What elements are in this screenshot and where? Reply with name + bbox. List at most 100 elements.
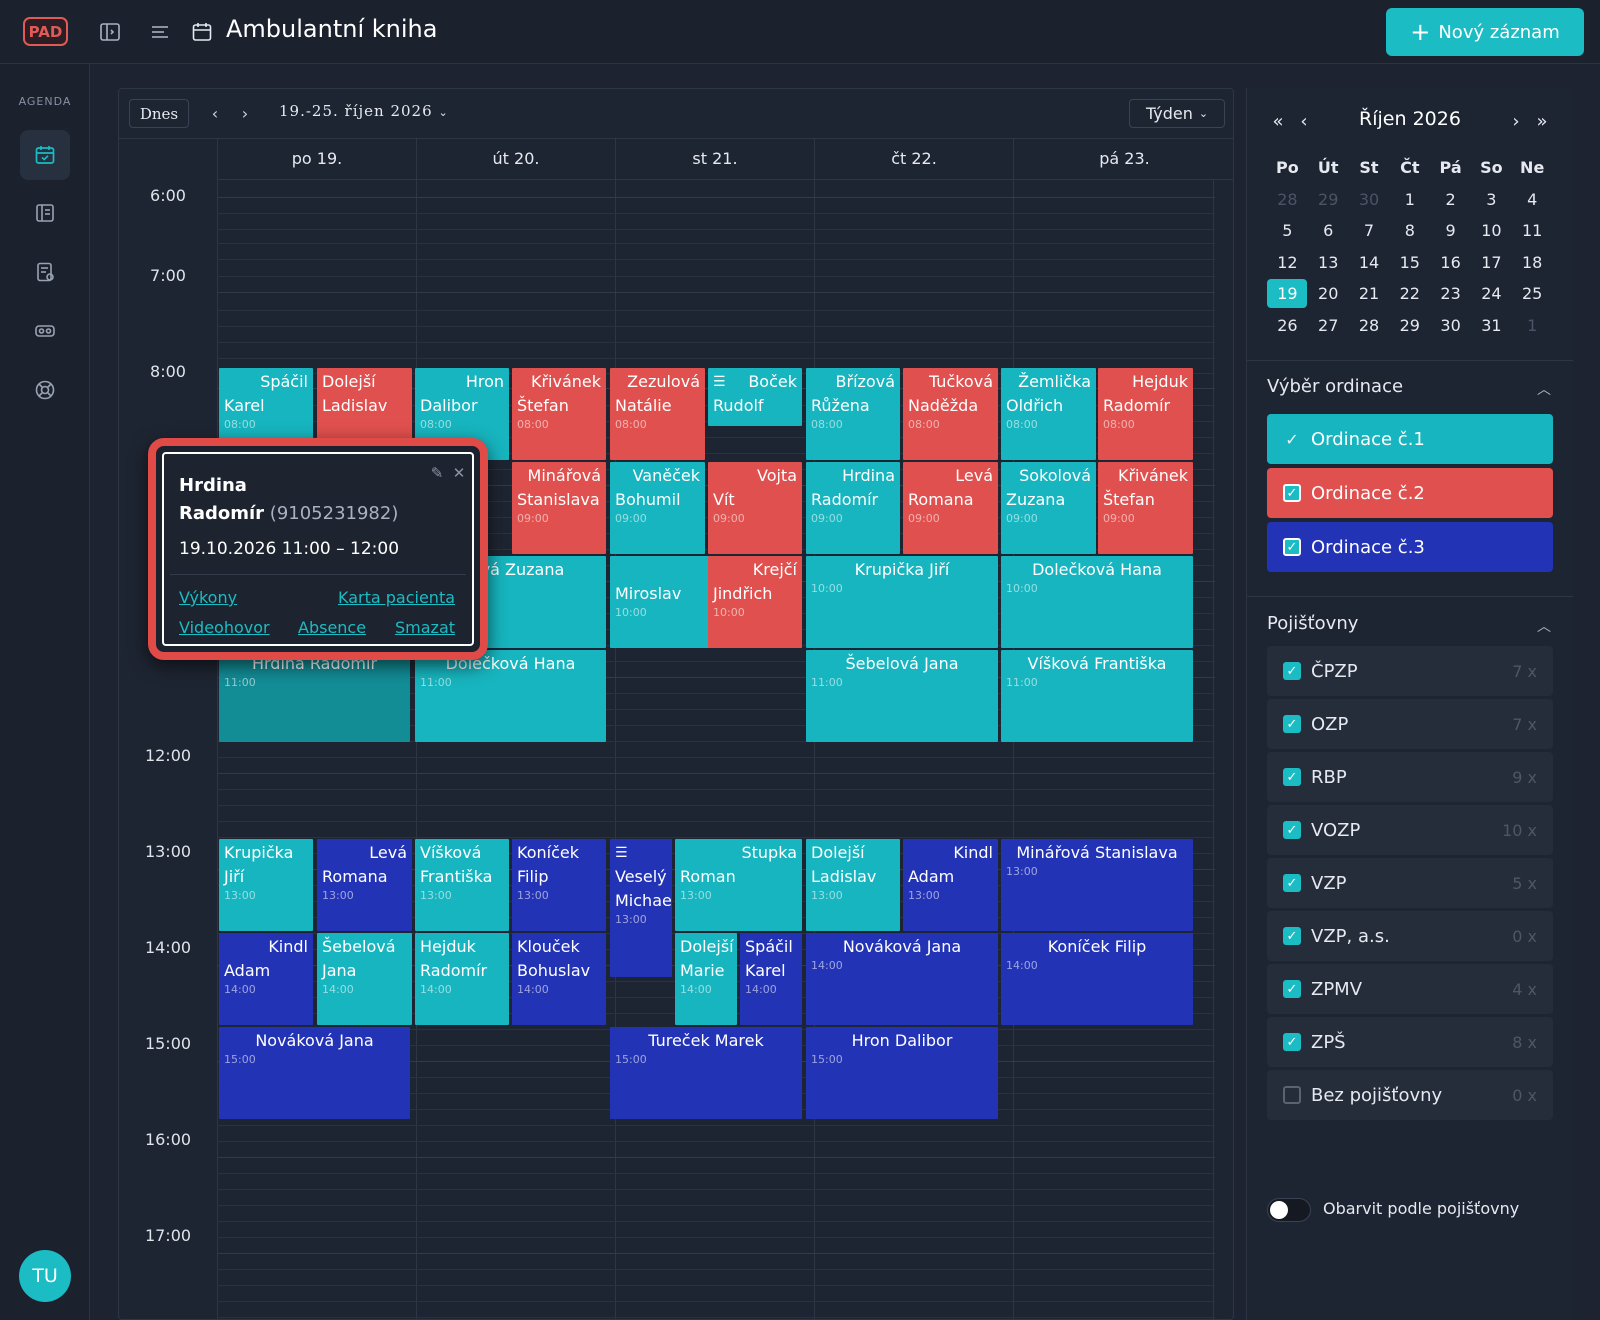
mini-calendar-day[interactable]: 10 (1471, 215, 1512, 247)
view-select[interactable]: Týden ⌄ (1129, 99, 1225, 128)
appointment-block[interactable]: Křivánek Štefan 08:00 (512, 368, 606, 460)
ordinace-2-toggle[interactable]: ✓ Ordinace č.2 (1267, 468, 1553, 518)
mini-calendar-day[interactable]: 4 (1512, 184, 1553, 216)
mini-calendar-day[interactable]: 28 (1267, 184, 1308, 216)
chevron-up-icon[interactable]: ︿ (1537, 619, 1551, 635)
appointment-block[interactable]: Hrdina Radomír 09:00 (806, 462, 900, 554)
appointment-block[interactable]: Kindl Adam 13:00 (903, 839, 998, 931)
color-by-insurance-toggle[interactable] (1267, 1198, 1311, 1222)
mini-calendar-day[interactable]: 1 (1512, 310, 1553, 342)
insurance-filter-item[interactable]: ✓ VZP 5 x (1267, 858, 1553, 908)
mini-calendar-day[interactable]: 31 (1471, 310, 1512, 342)
appointment-block[interactable]: Hrdina Radomír 11:00 (219, 650, 410, 742)
rail-help-icon[interactable] (20, 365, 70, 415)
appointment-block[interactable]: Klouček Bohuslav 14:00 (512, 933, 606, 1025)
mini-calendar-day[interactable]: 7 (1349, 215, 1390, 247)
mini-calendar-day[interactable]: 14 (1349, 247, 1390, 279)
mini-calendar-day[interactable]: 12 (1267, 247, 1308, 279)
new-record-button[interactable]: + Nový záznam (1386, 8, 1584, 56)
chevron-right-icon[interactable]: › (1512, 110, 1520, 132)
insurance-filter-item[interactable]: ✓ ZPŠ 8 x (1267, 1017, 1553, 1067)
checkbox-checked-icon[interactable]: ✓ (1283, 821, 1301, 839)
double-chevron-left-icon[interactable]: « (1272, 110, 1284, 132)
rail-book-icon[interactable] (20, 188, 70, 238)
checkbox-checked-icon[interactable]: ✓ (1283, 927, 1301, 945)
mini-calendar-day[interactable]: 2 (1430, 184, 1471, 216)
insurance-filter-item[interactable]: ✓ OZP 7 x (1267, 699, 1553, 749)
appointment-block[interactable]: Křivánek Štefan 09:00 (1098, 462, 1193, 554)
chevron-left-icon[interactable]: ‹ (211, 103, 219, 123)
appointment-block[interactable]: Tučková Naděžda 08:00 (903, 368, 998, 460)
edit-pencil-icon[interactable]: ✎ (430, 464, 444, 482)
appointment-block[interactable]: Kindl Adam 14:00 (219, 933, 313, 1025)
appointment-block[interactable]: Zezulová Natálie 08:00 (610, 368, 705, 460)
appointment-block[interactable]: Krupička Jiří 10:00 (806, 556, 998, 648)
appointment-block[interactable]: Šebelová Jana 11:00 (806, 650, 998, 742)
sidebar-toggle-icon[interactable] (98, 20, 122, 44)
appointment-block[interactable]: Vojta Vít 09:00 (708, 462, 802, 554)
mini-calendar-day[interactable]: 22 (1389, 278, 1430, 310)
mini-calendar-day[interactable]: 25 (1512, 278, 1553, 310)
ordinace-3-toggle[interactable]: ✓ Ordinace č.3 (1267, 522, 1553, 572)
mini-calendar-day[interactable]: 19 (1267, 278, 1308, 310)
insurance-filter-item[interactable]: ✓ ČPZP 7 x (1267, 646, 1553, 696)
appointment-block[interactable]: Břízová Růžena 08:00 (806, 368, 900, 460)
checkbox-checked-icon[interactable]: ✓ (1283, 768, 1301, 786)
link-vykony[interactable]: Výkony (179, 588, 238, 607)
mini-calendar-day[interactable]: 30 (1349, 184, 1390, 216)
double-chevron-right-icon[interactable]: » (1536, 110, 1548, 132)
appointment-block[interactable]: Koníček Filip 13:00 (512, 839, 606, 931)
time-grid[interactable]: 6:00 7:00 8:00 12:00 13:00 14:00 15:00 1… (119, 180, 1233, 1319)
mini-calendar-day[interactable]: 21 (1349, 278, 1390, 310)
mini-calendar-day[interactable]: 11 (1512, 215, 1553, 247)
appointment-block[interactable]: Sokolová Zuzana 09:00 (1001, 462, 1096, 554)
ordinace-1-toggle[interactable]: ✓ Ordinace č.1 (1267, 414, 1553, 464)
mini-calendar-day[interactable]: 29 (1308, 184, 1349, 216)
close-icon[interactable]: ✕ (452, 464, 466, 482)
mini-calendar-day[interactable]: 8 (1389, 215, 1430, 247)
mini-calendar-day[interactable]: 1 (1389, 184, 1430, 216)
checkbox-checked-icon[interactable]: ✓ (1283, 874, 1301, 892)
insurance-filter-item[interactable]: ✓ VZP, a.s. 0 x (1267, 911, 1553, 961)
day-header-fri[interactable]: pá 23. (1013, 139, 1233, 180)
user-avatar[interactable]: TU (19, 1250, 71, 1302)
appointment-block[interactable]: Dolečková Hana 10:00 (1001, 556, 1193, 648)
mini-calendar-day[interactable]: 24 (1471, 278, 1512, 310)
appointment-block[interactable]: Krejčí Jindřich 10:00 (708, 556, 802, 648)
appointment-block[interactable]: Hron Dalibor 15:00 (806, 1027, 998, 1119)
appointment-block[interactable]: ☰ Veselý Michae 13:00 (610, 839, 672, 977)
mini-calendar-day[interactable]: 5 (1267, 215, 1308, 247)
mini-calendar-day[interactable]: 16 (1430, 247, 1471, 279)
appointment-block[interactable]: Minářová Stanislava 13:00 (1001, 839, 1193, 931)
mini-calendar-day[interactable]: 27 (1308, 310, 1349, 342)
menu-icon[interactable] (148, 20, 172, 44)
mini-calendar-day[interactable]: 28 (1349, 310, 1390, 342)
checkbox-checked-icon[interactable]: ✓ (1283, 715, 1301, 733)
appointment-block[interactable]: Spáčil Karel 14:00 (740, 933, 802, 1025)
chevron-right-icon[interactable]: › (241, 103, 249, 123)
today-button[interactable]: Dnes (129, 99, 189, 128)
appointment-block[interactable]: Víšková Františka 11:00 (1001, 650, 1193, 742)
appointment-block[interactable]: Víšková Františka 13:00 (415, 839, 509, 931)
mini-calendar-day[interactable]: 17 (1471, 247, 1512, 279)
appointment-block[interactable]: Dolečková Hana 11:00 (415, 650, 606, 742)
checkbox-checked-icon[interactable]: ✓ (1283, 980, 1301, 998)
date-range-picker[interactable]: 19.-25. říjen 2026 ⌄ (279, 102, 449, 120)
rail-vr-icon[interactable] (20, 306, 70, 356)
appointment-block[interactable]: Levá Romana 13:00 (317, 839, 412, 931)
mini-calendar-day[interactable]: 26 (1267, 310, 1308, 342)
link-karta-pacienta[interactable]: Karta pacienta (338, 588, 456, 607)
mini-calendar-day[interactable]: 13 (1308, 247, 1349, 279)
mini-calendar-day[interactable]: 15 (1389, 247, 1430, 279)
appointment-block[interactable]: Nováková Jana 14:00 (806, 933, 998, 1025)
mini-calendar-day[interactable]: 29 (1389, 310, 1430, 342)
mini-calendar-day[interactable]: 23 (1430, 278, 1471, 310)
appointment-block[interactable]: Koníček Filip 14:00 (1001, 933, 1193, 1025)
link-smazat[interactable]: Smazat (395, 618, 456, 637)
insurance-filter-item[interactable]: ✓ VOZP 10 x (1267, 805, 1553, 855)
link-videohovor[interactable]: Videohovor (179, 618, 270, 637)
app-logo[interactable]: PAD (23, 17, 68, 46)
day-header-mon[interactable]: po 19. (217, 139, 416, 180)
appointment-block[interactable]: Krupička Jiří 13:00 (219, 839, 313, 931)
mini-calendar-day[interactable]: 3 (1471, 184, 1512, 216)
